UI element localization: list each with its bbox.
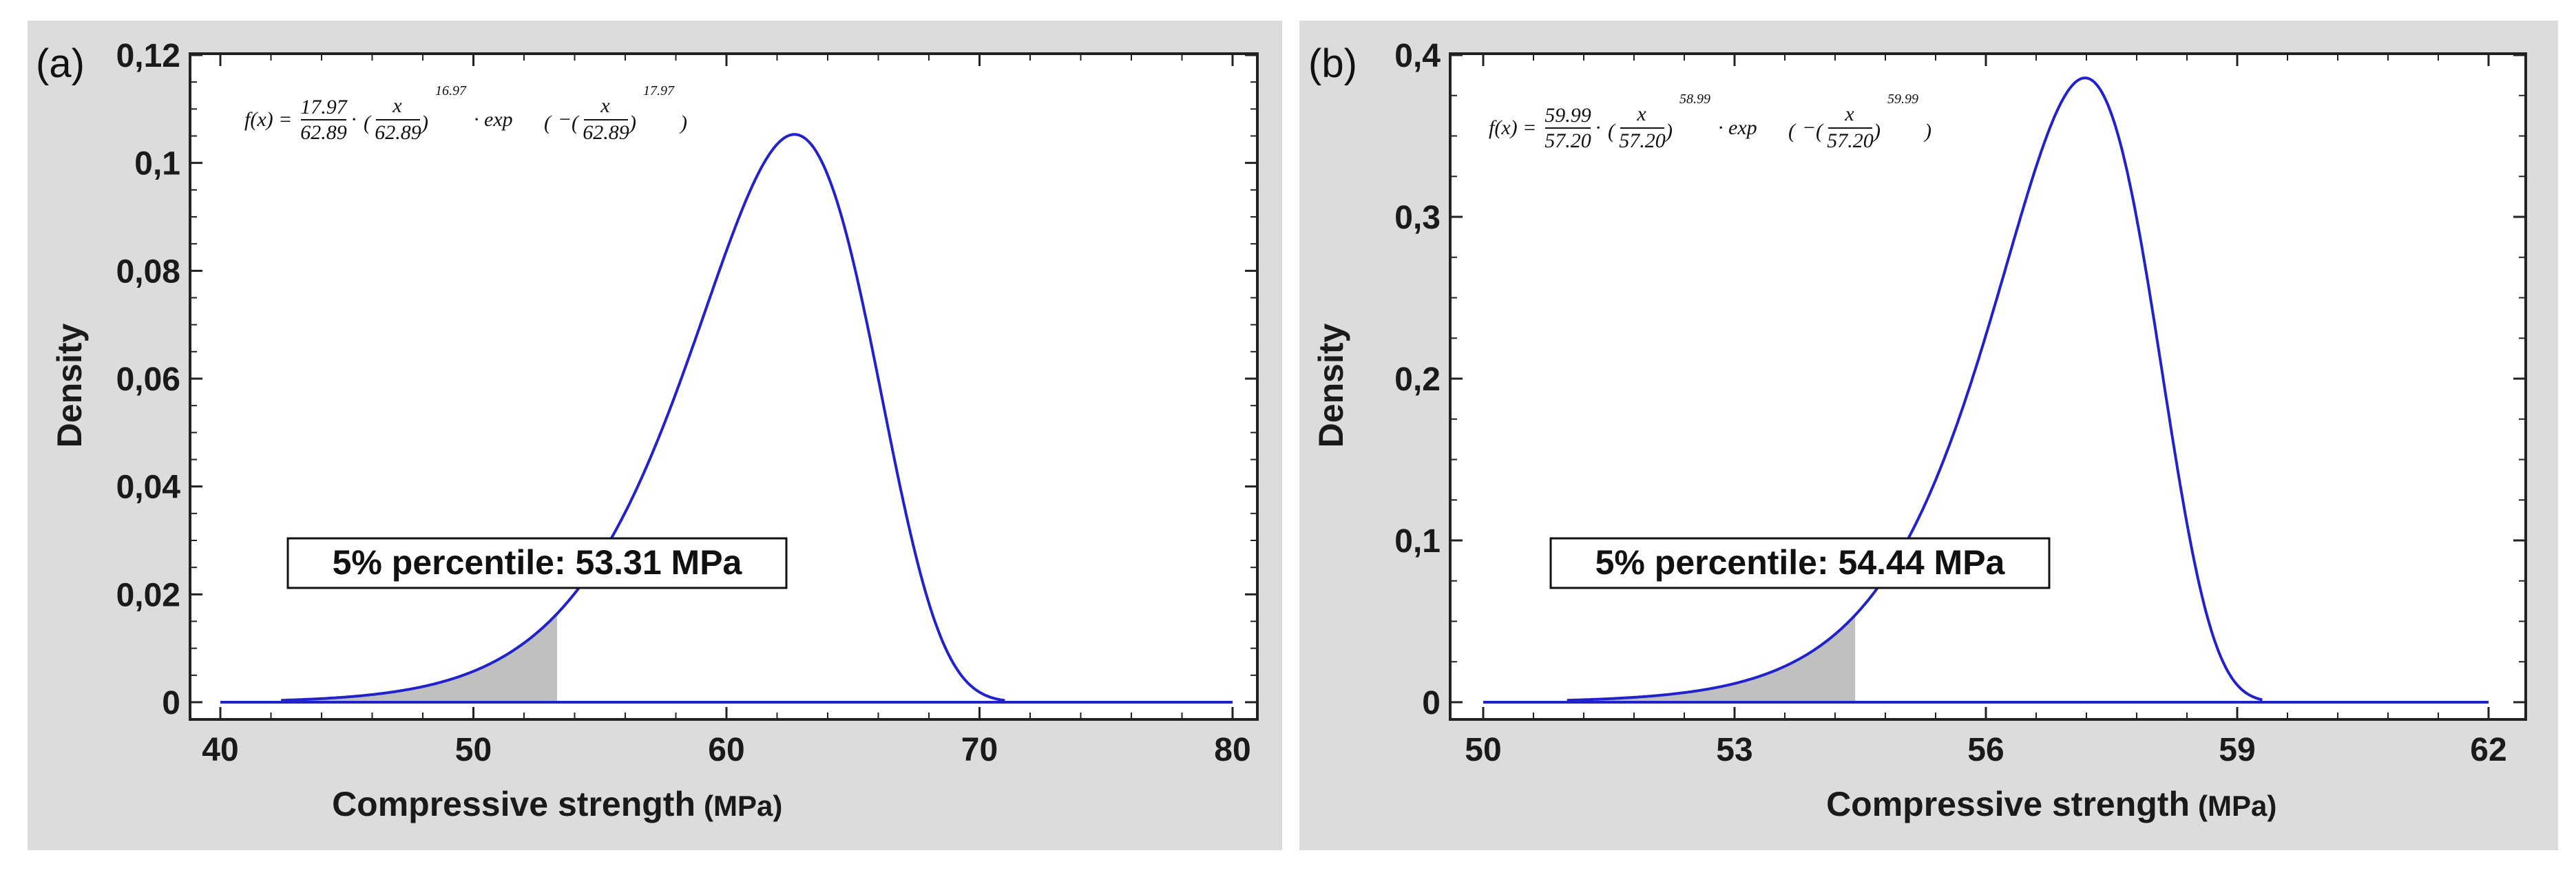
formula-coef-num: 17.97 [300, 96, 348, 118]
annotation-text: 5% percentile: 54.44 MPa [1595, 543, 2006, 582]
x-tick-label: 56 [1967, 732, 2004, 768]
percentile-shade [281, 613, 558, 702]
formula-exp1: 58.99 [1679, 92, 1710, 107]
paren-close: ) [1664, 120, 1673, 143]
formula-x-num: x [1636, 103, 1646, 125]
y-tick-label: 0,2 [1394, 361, 1441, 398]
y-axis-label: Density [1312, 324, 1350, 448]
paren-close: ) [679, 112, 687, 134]
formula-x-num: x [392, 94, 402, 117]
y-tick-label: 0,02 [116, 577, 180, 613]
y-tick-label: 0,1 [1394, 523, 1441, 560]
y-axis-label: Density [50, 324, 89, 448]
paren-open: ( [572, 112, 580, 134]
paren-open: ( [1788, 120, 1797, 143]
formula-coef-den: 62.89 [300, 121, 347, 144]
x-axis-label: Compressive strength [332, 785, 695, 823]
formula-exp2: 17.97 [643, 83, 675, 98]
x-axis-unit: (MPa) [2198, 790, 2276, 822]
x-tick-label: 60 [708, 732, 744, 768]
x-axis-unit: (MPa) [704, 790, 782, 822]
y-tick-label: 0,06 [116, 361, 180, 398]
x-tick-label: 70 [961, 732, 998, 768]
formula-exp1: 16.97 [435, 83, 467, 98]
paren-open: ( [544, 112, 552, 134]
formula-x-num-2: x [1844, 103, 1854, 125]
paren-open: ( [364, 112, 372, 134]
annotation-box [1549, 537, 2051, 589]
x-tick-label: 59 [2219, 732, 2255, 768]
formula-exp2: 59.99 [1887, 92, 1918, 107]
axis-ticks: 50 53 56 59 62 0 0,1 0,2 0,3 0,4 [1394, 38, 2526, 768]
density-curve [1567, 76, 2263, 702]
formula: f(x) = 59.99 57.20 · ( x 57.20 ) 58.99 ·… [1489, 92, 1931, 152]
formula-mid: · exp [474, 108, 513, 131]
formula-x-den-2: 62.89 [583, 121, 629, 144]
formula-x-den: 57.20 [1619, 129, 1666, 152]
dot: · [1595, 116, 1601, 139]
formula-x-num-2: x [600, 94, 610, 117]
y-tick-label: 0,04 [116, 470, 181, 506]
plot-area [1449, 52, 2527, 721]
y-tick-label: 0,12 [116, 38, 180, 74]
chart-marks [1483, 76, 2489, 704]
paren-close: ) [420, 112, 428, 134]
minus: − [558, 108, 572, 131]
axis-ticks: 40 50 60 70 80 0 0,02 0,04 0,06 0,08 0,1 0,12 [116, 38, 1257, 768]
x-tick-label: 62 [2470, 732, 2506, 768]
y-tick-label: 0,1 [134, 146, 180, 182]
formula-coef-num: 59.99 [1544, 104, 1591, 127]
x-tick-label: 80 [1214, 732, 1250, 768]
paren-close: ) [628, 112, 636, 134]
y-tick-label: 0,3 [1394, 200, 1441, 236]
panel-label: (b) [1308, 41, 1357, 86]
x-axis-label: Compressive strength [1826, 785, 2190, 823]
y-tick-label: 0 [1422, 685, 1441, 721]
plot-area [189, 52, 1259, 721]
panel-label: (a) [36, 41, 85, 86]
annotation-box [286, 537, 788, 589]
density-curve [281, 133, 1005, 702]
paren-open: ( [1608, 120, 1616, 143]
formula-x-den: 62.89 [375, 121, 421, 144]
y-tick-label: 0 [162, 685, 180, 721]
paren-close: ) [1923, 120, 1931, 143]
chart-marks [220, 133, 1233, 704]
paren-close: ) [1872, 120, 1881, 143]
formula-coef-den: 57.20 [1544, 129, 1591, 152]
percentile-shade [1567, 615, 1856, 702]
x-tick-label: 40 [202, 732, 238, 768]
x-tick-label: 53 [1716, 732, 1752, 768]
formula: f(x) = 17.97 62.89 · ( x 62.89 ) 16.97 ·… [244, 83, 687, 144]
formula-x-den-2: 57.20 [1827, 129, 1874, 152]
y-tick-label: 0,4 [1394, 38, 1441, 74]
formula-mid: · exp [1718, 116, 1757, 139]
panel-a: (a) 40 50 60 70 80 0 0,02 0,04 0,06 0,08 0,1 0,12 f… [28, 21, 1282, 850]
y-tick-label: 0,08 [116, 253, 180, 290]
x-tick-label: 50 [455, 732, 492, 768]
formula-lhs: f(x) = [1489, 116, 1536, 139]
dot: · [351, 108, 357, 131]
panel-b: (b) 50 53 56 59 62 0 0,1 0,2 0,3 0,4 f(x) = 59.99… [1299, 21, 2558, 850]
annotation-text: 5% percentile: 53.31 MPa [333, 543, 743, 582]
minus: − [1802, 116, 1816, 139]
x-tick-label: 50 [1465, 732, 1501, 768]
paren-open: ( [1816, 120, 1824, 143]
formula-lhs: f(x) = [244, 108, 292, 131]
